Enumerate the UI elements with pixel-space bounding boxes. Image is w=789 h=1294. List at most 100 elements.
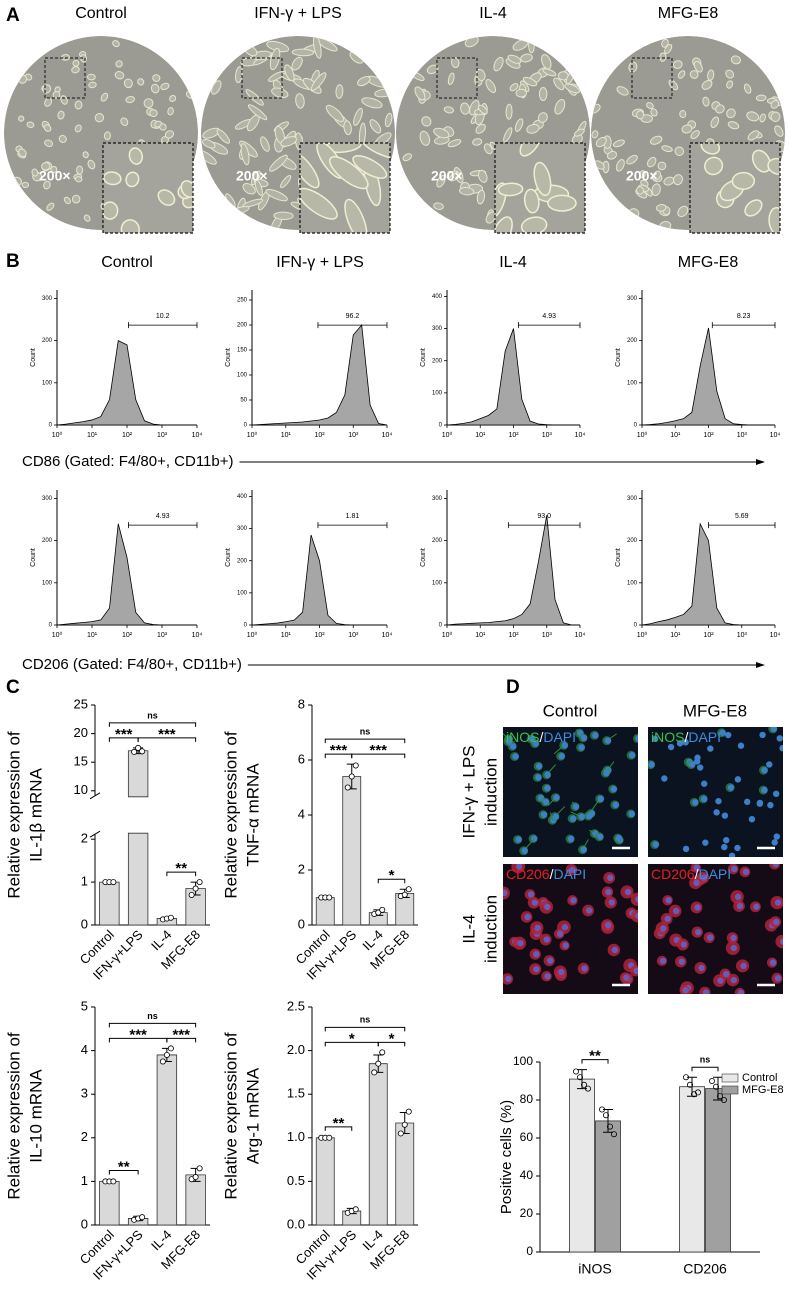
cell: [715, 104, 725, 114]
nucleus: [700, 780, 708, 787]
nucleus: [505, 975, 512, 983]
x-tick-label: 10⁰: [52, 631, 63, 639]
y-tick-label: 100: [627, 580, 638, 586]
data-point: [348, 773, 355, 780]
y-axis-label: Relative expression of: [221, 1032, 240, 1200]
nucleus: [570, 897, 577, 904]
cell-stain: [775, 934, 783, 949]
nucleus: [556, 930, 564, 938]
y-tick-label: 1.5: [287, 1086, 305, 1101]
y-tick-label: 0.0: [287, 1216, 305, 1231]
cell: [63, 196, 71, 205]
y-axis-label: Positive cells (%): [498, 1100, 515, 1214]
inset-border: [299, 142, 391, 234]
cell: [167, 107, 174, 116]
cell: [273, 211, 294, 220]
nucleus: [569, 866, 576, 873]
cell: [115, 60, 123, 68]
data-point: [326, 894, 333, 901]
cell: [58, 135, 67, 143]
cell: [533, 161, 552, 197]
magnification: 200×: [39, 168, 71, 184]
stain-label-part: DAPI: [688, 729, 721, 745]
y-tick-label: 1.0: [287, 1129, 305, 1144]
gate: [507, 522, 581, 529]
nucleus: [624, 888, 632, 896]
cell: [335, 84, 344, 99]
x-tick-label: 10³: [542, 432, 553, 439]
cell: [476, 189, 486, 205]
cell: [269, 47, 281, 71]
nucleus: [698, 964, 705, 972]
nucleus: [524, 913, 531, 921]
nucleus: [580, 846, 587, 853]
cell: [312, 36, 322, 59]
cell: [447, 139, 462, 148]
fluorescence-image: [648, 727, 783, 857]
cell: [672, 60, 683, 69]
cell: [520, 53, 533, 63]
y-tick-label: 0: [439, 623, 443, 629]
cell: [46, 202, 55, 211]
stain-label-part: CD206: [506, 866, 550, 882]
cell: [160, 82, 170, 91]
y-tick-label: 300: [432, 326, 443, 332]
data-point: [196, 879, 203, 886]
nucleus: [730, 934, 737, 942]
cell: [681, 124, 693, 134]
inset: [103, 143, 193, 233]
gate: [128, 522, 198, 529]
nucleus: [736, 902, 744, 910]
column-title: MFG-E8: [683, 701, 747, 720]
histogram: [641, 522, 775, 626]
cell: [18, 115, 25, 122]
nucleus: [773, 918, 780, 926]
data-point: [167, 1045, 174, 1052]
nucleus: [682, 986, 689, 994]
y-tick-label: 100: [237, 373, 248, 379]
cell: [369, 119, 382, 134]
legend-label: Control: [742, 1072, 777, 1084]
nucleus: [578, 813, 586, 820]
data-point: [721, 1097, 728, 1104]
axis-title: CD86 (Gated: F4/80+, CD11b+): [22, 453, 234, 470]
cell: [26, 121, 35, 128]
stain-label: iNOS/DAPI: [506, 729, 576, 745]
nucleus: [772, 864, 779, 868]
nucleus: [700, 874, 708, 881]
nucleus: [721, 843, 728, 851]
nucleus: [728, 852, 736, 857]
cell: [41, 162, 51, 171]
significance-bracket: [691, 1066, 719, 1072]
y-tick-label: 400: [237, 494, 248, 500]
nucleus: [727, 784, 735, 791]
cell: [616, 86, 629, 96]
bar: [156, 1054, 178, 1226]
data-point: [110, 879, 117, 886]
bar: [127, 750, 149, 926]
cell: [123, 78, 133, 89]
bar: [342, 776, 362, 926]
y-tick-label: 0: [634, 423, 638, 429]
cell: [419, 130, 431, 146]
cell: [295, 93, 305, 109]
y-tick-label: 150: [237, 348, 248, 354]
y-tick-label: 0: [49, 623, 53, 629]
y-tick-label: 200: [42, 338, 53, 344]
cell: [673, 174, 683, 186]
cell: [426, 64, 439, 75]
nucleus: [682, 845, 690, 853]
x-tick-label: 10⁴: [382, 632, 393, 639]
cell: [661, 145, 673, 152]
x-tick-label: 10⁴: [770, 432, 781, 439]
cell: [114, 71, 125, 80]
y-axis-label: Count: [30, 348, 37, 367]
nucleus: [737, 742, 745, 749]
significance-bracket: [166, 871, 197, 877]
cell: [626, 154, 638, 165]
nucleus: [680, 941, 688, 948]
cell: [677, 205, 689, 218]
cell: [650, 135, 663, 145]
nucleus: [678, 958, 685, 965]
y-axis-label: Relative expression of: [4, 1032, 23, 1200]
